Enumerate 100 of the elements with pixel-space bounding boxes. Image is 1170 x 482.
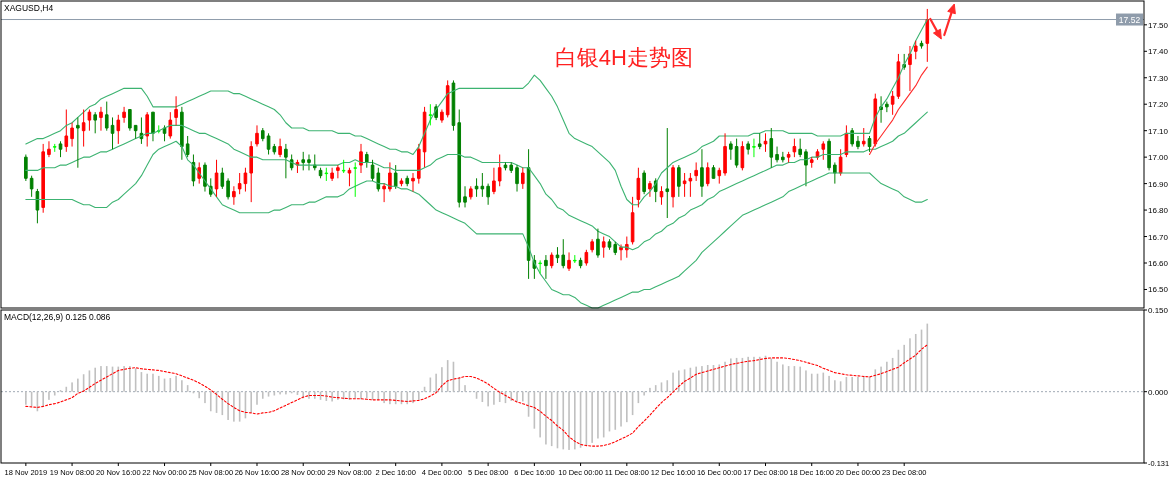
candlestick — [723, 132, 727, 177]
candlestick — [694, 161, 698, 182]
candlestick — [99, 106, 103, 132]
line-series — [25, 111, 928, 251]
y-tick-label: 16.60 — [1148, 259, 1169, 269]
candlestick — [700, 148, 704, 198]
candlestick — [584, 249, 589, 267]
candlestick — [76, 116, 80, 169]
candlestick — [578, 257, 583, 269]
candlestick — [445, 79, 450, 118]
candlestick — [168, 111, 173, 140]
line-series — [25, 344, 928, 447]
candlestick — [116, 114, 121, 145]
candlestick — [457, 109, 462, 208]
candlestick — [792, 138, 797, 158]
candlestick — [821, 140, 826, 161]
candlestick — [671, 164, 675, 208]
candlestick — [24, 154, 28, 182]
candlestick — [521, 167, 525, 190]
candlestick — [284, 143, 288, 179]
candlestick — [740, 140, 745, 171]
candlestick — [47, 140, 51, 158]
candlestick — [573, 254, 577, 264]
candlestick — [463, 185, 467, 208]
candlestick — [81, 109, 86, 148]
candlestick — [492, 167, 496, 195]
candlestick — [203, 161, 207, 193]
candlestick — [382, 183, 386, 203]
candlestick — [879, 95, 883, 124]
candlestick — [220, 167, 225, 190]
candlestick — [35, 188, 40, 224]
candlestick — [919, 40, 924, 50]
candlestick — [717, 167, 722, 185]
candlestick — [856, 135, 860, 150]
candlestick — [757, 132, 762, 150]
candlestick — [428, 103, 433, 126]
line-series — [25, 140, 928, 309]
candlestick — [503, 161, 508, 171]
candlestick — [214, 159, 219, 198]
candlestick — [341, 159, 346, 174]
candlestick — [705, 161, 710, 187]
candlestick — [151, 111, 155, 142]
candlestick — [844, 124, 849, 158]
candlestick — [301, 151, 306, 171]
candlestick — [642, 169, 646, 195]
candlestick — [677, 164, 681, 198]
candlestick — [353, 161, 358, 198]
ref-line-label: 17.52 — [1118, 14, 1141, 25]
candlestick — [185, 135, 190, 158]
candlestick — [388, 161, 392, 193]
candlestick — [804, 148, 808, 187]
candlestick — [781, 151, 785, 163]
candlestick — [226, 177, 230, 200]
y-tick-label: 16.70 — [1148, 232, 1169, 242]
candlestick — [561, 238, 566, 269]
candlestick — [191, 154, 196, 187]
y-tick-label: 16.50 — [1148, 285, 1169, 295]
candlestick — [763, 132, 768, 153]
candlestick — [515, 164, 519, 193]
candlestick — [324, 167, 329, 182]
candlestick — [827, 138, 831, 171]
candlestick — [596, 228, 600, 259]
candlestick — [659, 185, 664, 206]
candlestick — [497, 154, 502, 187]
candlestick — [260, 127, 265, 142]
candlestick — [307, 154, 311, 171]
candlestick — [538, 259, 542, 275]
candlestick — [422, 106, 427, 169]
candlestick — [64, 109, 69, 153]
candlestick — [52, 143, 57, 153]
y-tick-label: 0.150 — [1148, 306, 1169, 315]
candlestick — [555, 246, 560, 264]
chart-title: MACD(12,26,9) 0.125 0.086 — [4, 312, 111, 322]
candlestick — [861, 127, 866, 148]
candlestick — [249, 140, 254, 203]
y-tick-label: 17.20 — [1148, 100, 1169, 110]
candlestick — [93, 111, 97, 134]
line-series — [25, 18, 928, 206]
candlestick — [544, 254, 548, 280]
candlestick — [255, 124, 259, 148]
y-tick-label: 16.80 — [1148, 206, 1169, 216]
chart-title: XAGUSD,H4 — [4, 3, 54, 13]
candlestick — [925, 8, 930, 63]
candlestick — [41, 143, 45, 214]
candlestick — [29, 175, 34, 198]
candlestick — [509, 161, 514, 174]
candlestick — [775, 146, 779, 163]
candlestick — [469, 185, 473, 200]
candlestick — [70, 122, 74, 148]
y-tick-label: 17.00 — [1148, 153, 1169, 163]
candlestick — [393, 164, 398, 190]
candlestick — [110, 116, 115, 150]
candlestick — [769, 127, 774, 169]
candlestick — [272, 143, 277, 155]
candlestick — [590, 238, 594, 253]
candlestick — [330, 167, 334, 182]
annotation: 白银4H走势图 — [554, 45, 693, 70]
candlestick — [607, 238, 612, 251]
candlestick — [416, 143, 421, 185]
candlestick — [850, 127, 854, 148]
